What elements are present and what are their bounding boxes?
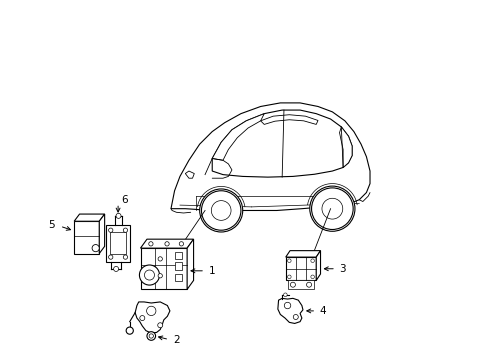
Bar: [110, 232, 126, 253]
Circle shape: [293, 315, 298, 319]
Circle shape: [149, 334, 153, 338]
Circle shape: [321, 198, 342, 219]
Circle shape: [199, 189, 242, 232]
Circle shape: [113, 266, 119, 271]
Polygon shape: [316, 251, 320, 280]
Circle shape: [310, 275, 314, 279]
Circle shape: [158, 323, 163, 328]
Circle shape: [158, 274, 162, 278]
Polygon shape: [99, 214, 104, 253]
Circle shape: [140, 316, 144, 320]
Circle shape: [139, 265, 159, 285]
Bar: [106, 225, 129, 262]
Circle shape: [164, 242, 169, 246]
Circle shape: [108, 228, 113, 232]
Polygon shape: [212, 114, 264, 160]
Bar: [140, 248, 187, 289]
Circle shape: [310, 259, 314, 262]
Circle shape: [123, 228, 127, 232]
Circle shape: [144, 270, 154, 280]
Circle shape: [158, 257, 162, 261]
Circle shape: [92, 244, 99, 252]
Circle shape: [201, 191, 241, 230]
Circle shape: [147, 332, 155, 340]
Polygon shape: [277, 298, 303, 323]
Circle shape: [148, 242, 153, 246]
Circle shape: [108, 255, 113, 259]
Text: 6: 6: [122, 195, 128, 206]
Text: 3: 3: [339, 264, 346, 274]
Polygon shape: [212, 110, 351, 177]
Bar: [287, 280, 314, 289]
Circle shape: [306, 282, 311, 287]
Polygon shape: [285, 251, 320, 257]
Circle shape: [123, 255, 127, 259]
Polygon shape: [171, 103, 369, 211]
Circle shape: [126, 327, 133, 334]
Bar: [74, 221, 99, 253]
Circle shape: [309, 186, 354, 231]
Polygon shape: [74, 214, 104, 221]
Polygon shape: [187, 239, 193, 289]
Circle shape: [287, 275, 290, 279]
Text: 1: 1: [208, 266, 215, 276]
Circle shape: [116, 213, 121, 219]
Circle shape: [311, 188, 352, 229]
Circle shape: [287, 259, 290, 262]
Polygon shape: [135, 302, 169, 333]
Bar: [174, 262, 182, 270]
Polygon shape: [185, 171, 194, 178]
Text: 4: 4: [319, 306, 326, 316]
Text: 2: 2: [172, 335, 179, 345]
Circle shape: [179, 242, 183, 246]
Circle shape: [211, 201, 230, 220]
Circle shape: [283, 293, 286, 297]
Circle shape: [290, 282, 295, 287]
Polygon shape: [140, 239, 193, 248]
Bar: [174, 274, 182, 282]
Polygon shape: [339, 127, 351, 167]
Text: 5: 5: [48, 220, 54, 230]
Bar: [174, 252, 182, 259]
Polygon shape: [260, 115, 317, 125]
Circle shape: [146, 306, 156, 316]
Circle shape: [284, 302, 290, 309]
Bar: [285, 257, 316, 280]
